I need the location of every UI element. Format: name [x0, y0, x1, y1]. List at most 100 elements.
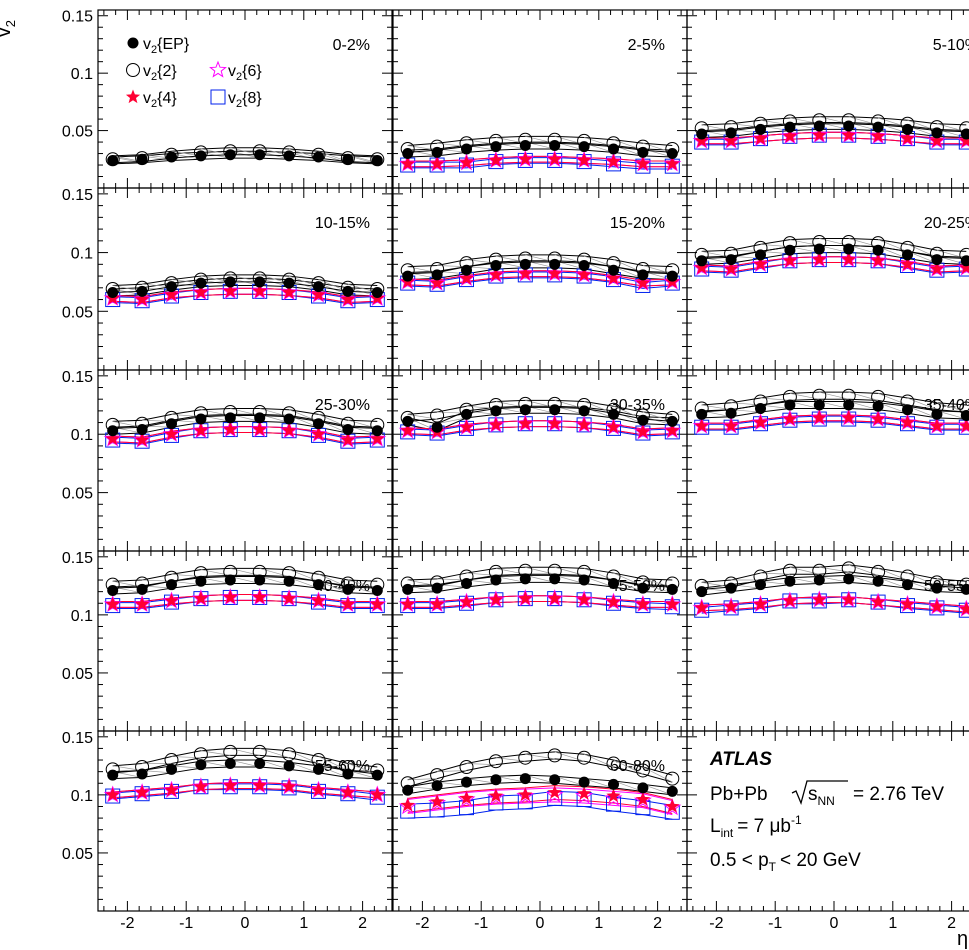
v2-4-marker: [105, 596, 120, 611]
syst-hatch: [907, 119, 938, 131]
v2-6-marker: [398, 272, 417, 290]
v2-2-marker: [430, 408, 445, 423]
syst-hatch: [936, 578, 967, 589]
v2-4-marker: [577, 152, 592, 167]
v2_2-syst-upper: [407, 135, 673, 147]
v2-4-marker: [488, 592, 503, 606]
v2-4-marker: [841, 127, 856, 142]
syst-hatch: [760, 244, 790, 248]
v2-4-marker: [370, 596, 385, 611]
syst-hatch: [701, 124, 732, 131]
centrality-label: 20-25%: [924, 215, 969, 232]
v2-6-marker: [103, 429, 122, 447]
v2-6-marker: [898, 129, 917, 147]
ep-marker: [902, 579, 913, 591]
syst-hatch: [613, 259, 644, 273]
v2-4-marker: [340, 292, 355, 306]
v2-4-marker: [105, 431, 120, 445]
v2-4-marker: [518, 151, 533, 166]
syst-hatch: [347, 763, 378, 775]
y-tick-label: 0.05: [62, 666, 93, 683]
v2-6-marker: [309, 780, 328, 798]
v2_4-syst-upper: [112, 287, 378, 298]
syst-hatch: [583, 137, 614, 147]
v2-6-marker: [839, 408, 858, 426]
v2_8-syst-lower: [407, 601, 673, 611]
v2-6-marker: [780, 591, 799, 609]
v2-6-marker: [692, 598, 711, 616]
ep-marker: [519, 258, 531, 270]
syst-hatch: [907, 244, 938, 258]
ep-marker: [490, 405, 502, 417]
v2-4-marker: [488, 788, 503, 803]
v2_8-syst-upper: [407, 271, 673, 284]
v2_4-syst-upper: [112, 594, 378, 603]
ep-syst-lower: [407, 267, 673, 281]
x-tick-label: 1: [299, 915, 308, 932]
v2-4-marker: [135, 596, 150, 611]
v2-6-marker: [604, 592, 623, 610]
v2-4-marker: [577, 592, 592, 606]
ep-marker: [461, 264, 472, 276]
y-tick-label: 0.1: [71, 427, 93, 444]
v2_4-syst-upper: [407, 270, 673, 281]
v2-4-marker: [518, 787, 533, 801]
panel: 5-10%: [686, 9, 969, 189]
legend-label: v2{EP}: [143, 36, 190, 56]
syst-hatch: [613, 405, 644, 420]
v2_4-syst-upper: [407, 785, 673, 801]
centrality-label: 10-15%: [315, 215, 370, 232]
ep-marker: [166, 418, 177, 430]
ep-marker: [254, 276, 266, 288]
v2-4-marker: [606, 788, 621, 803]
v2_2-syst-lower: [407, 142, 673, 153]
v2-4-marker: [370, 787, 385, 801]
v2_4-syst-lower: [112, 787, 378, 799]
collision-system-label: Pb+Pb: [710, 784, 768, 805]
v2-4-marker: [929, 599, 944, 613]
v2-6-marker: [663, 594, 682, 613]
syst-hatch: [495, 255, 526, 263]
v2-4-marker: [841, 592, 856, 606]
ep-syst-lower: [701, 408, 967, 420]
ep-marker: [224, 758, 236, 770]
y-tick-label: 0.05: [62, 304, 93, 321]
v2-6-marker: [604, 417, 623, 435]
x-tick-label: 2: [947, 915, 956, 932]
syst-hatch: [642, 578, 673, 588]
ep-marker: [254, 412, 266, 424]
ep-marker: [313, 418, 324, 430]
v2-4-marker: [547, 785, 562, 799]
ep-syst-lower: [112, 420, 378, 435]
v2-4-marker: [400, 156, 415, 170]
syst-hatch: [731, 402, 761, 406]
v2-2-marker: [518, 750, 533, 765]
legend-entry: v2{EP}: [127, 36, 190, 56]
ep-marker: [107, 425, 119, 437]
ep-marker: [578, 574, 590, 586]
v2-6-marker: [545, 785, 564, 803]
syst-hatch: [907, 397, 938, 411]
v2_4-syst-upper: [701, 414, 967, 424]
v2-6-marker: [957, 131, 969, 149]
syst-hatch: [819, 576, 849, 583]
ep-syst-upper: [407, 774, 673, 789]
v2_6-syst-upper: [701, 596, 967, 607]
ep-marker: [461, 408, 472, 420]
v2-2-marker: [665, 771, 680, 786]
v2-4-marker: [252, 590, 267, 604]
syst-hatch: [525, 566, 555, 575]
v2-2-marker: [841, 561, 856, 576]
v2-6-marker: [309, 285, 328, 303]
syst-hatch: [936, 249, 967, 259]
v2-6-marker: [133, 783, 152, 801]
v2-4-marker: [459, 594, 474, 609]
v2-6-marker: [839, 590, 858, 608]
v2_8-syst-lower: [112, 789, 378, 801]
v2-6-marker: [604, 789, 623, 806]
y-tick-label: 0.15: [62, 9, 93, 26]
v2-4-marker: [753, 131, 768, 145]
v2-4-marker: [193, 285, 208, 299]
v2-4-marker: [606, 594, 621, 609]
v2_2-syst-lower: [701, 123, 967, 133]
